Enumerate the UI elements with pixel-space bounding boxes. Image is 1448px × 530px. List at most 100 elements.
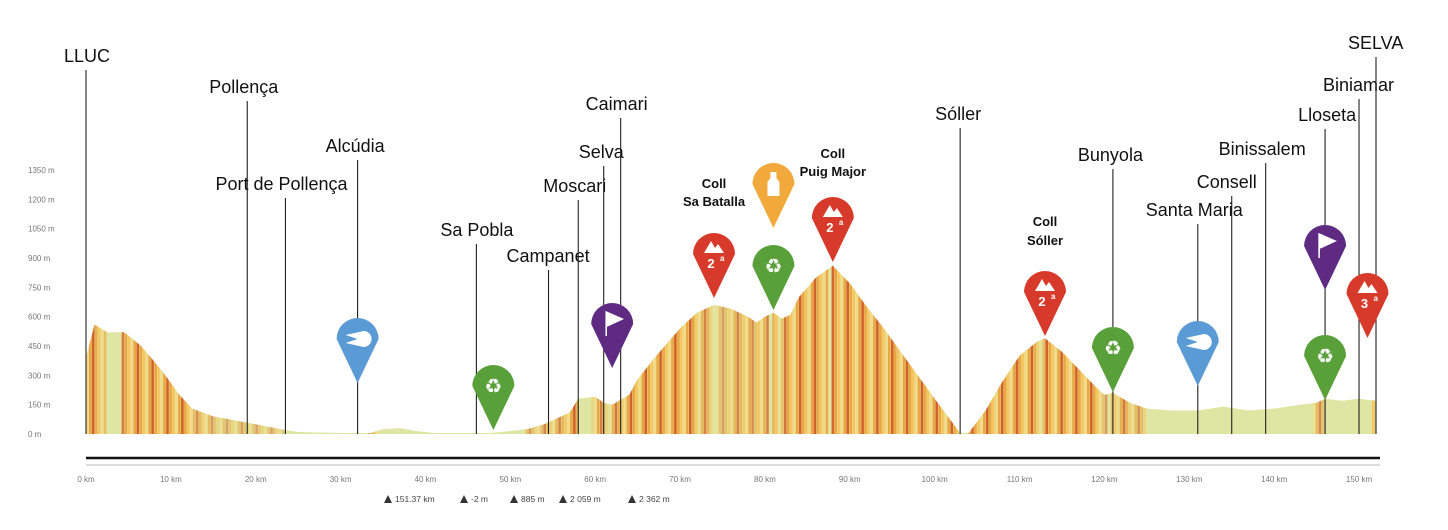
climb-stripe: [282, 265, 285, 434]
marker-pin-flag: [1304, 225, 1347, 290]
x-tick-label: 30 km: [330, 475, 352, 484]
climb-stripe: [858, 265, 861, 434]
climb-stripe: [813, 265, 817, 434]
climb-stripe: [1030, 265, 1034, 434]
climb-stripe: [971, 265, 974, 434]
climb-stripe: [781, 265, 784, 434]
town-labels: LLUC Pollença Port de Pollença Alcúdia Sa Po…: [64, 33, 1403, 434]
pin-shape: [693, 233, 736, 298]
y-axis: 0 m 150 m 300 m 450 m 600 m 750 m 900 m 1050 m 1…: [28, 166, 55, 439]
climb-stripe: [1128, 265, 1132, 434]
climb-stripe: [905, 265, 909, 434]
climb-stripe: [632, 265, 636, 434]
category-number: 2: [1038, 294, 1045, 309]
marker-pin-recycle: ♻: [752, 245, 795, 310]
town-label: Consell: [1197, 172, 1257, 192]
min-alt-icon: [460, 495, 468, 503]
climb-stripe: [1312, 265, 1316, 434]
climb-stripe: [599, 265, 603, 434]
climb-stripe: [558, 265, 561, 434]
y-tick-label: 900 m: [28, 254, 51, 263]
ascent-icon: [559, 495, 567, 503]
climb-stripe: [968, 265, 971, 434]
climb-stripe: [810, 265, 814, 434]
category-number: 2: [826, 220, 833, 235]
climb-stripe: [368, 265, 371, 434]
climb-stripe: [989, 265, 992, 434]
climb-stripe: [216, 265, 220, 434]
climb-stripe: [1090, 265, 1093, 434]
climb-stripe: [893, 265, 897, 434]
climb-stripe: [1015, 265, 1019, 434]
climb-stripe: [219, 265, 223, 434]
climb-stripe: [822, 265, 826, 434]
climb-stripe: [751, 265, 754, 434]
y-tick-label: 150 m: [28, 401, 51, 410]
climb-stripe: [1012, 265, 1016, 434]
town-label: Alcúdia: [326, 136, 386, 156]
climb-stripe: [772, 265, 775, 434]
climb-stripe: [608, 265, 612, 434]
climb-stripe: [531, 265, 535, 434]
town-label: Selva: [579, 142, 625, 162]
climb-stripe: [932, 265, 936, 434]
climb-stripe: [276, 265, 279, 434]
climb-stripe: [807, 265, 811, 434]
x-tick-label: 50 km: [499, 475, 521, 484]
climb-stripe: [929, 265, 933, 434]
descent-icon: [628, 495, 636, 503]
climb-stripe: [703, 265, 707, 434]
category-suffix: a: [720, 254, 725, 263]
climb-stripe: [1098, 265, 1102, 434]
y-tick-label: 750 m: [28, 283, 51, 292]
mountain-icon: [822, 205, 843, 217]
climb-stripe: [97, 265, 101, 434]
stat-ascent: 2 059 m: [570, 494, 601, 504]
climb-stripe: [534, 265, 538, 434]
climb-stripe: [917, 265, 921, 434]
mountain-icon: [1357, 281, 1378, 293]
pin-shape: [472, 365, 515, 430]
climb-stripe: [210, 265, 214, 434]
climb-stripe: [694, 265, 698, 434]
climb-stripe: [944, 265, 947, 434]
climb-stripe: [1101, 265, 1105, 434]
climb-stripe: [1003, 265, 1007, 434]
climb-stripe: [778, 265, 781, 434]
climb-stripe: [727, 265, 731, 434]
climb-stripe: [926, 265, 930, 434]
climb-stripe: [555, 265, 558, 434]
climb-stripe: [680, 265, 683, 434]
climb-stripe: [938, 265, 942, 434]
climb-stripe: [697, 265, 701, 434]
climb-stripe: [1045, 265, 1048, 434]
climb-stripe: [127, 265, 131, 434]
climb-stripe: [1075, 265, 1078, 434]
climb-stripe: [1131, 265, 1135, 434]
x-tick-label: 0 km: [77, 475, 95, 484]
climb-stripe: [192, 265, 196, 434]
y-tick-label: 1050 m: [28, 225, 55, 234]
climb-stripe: [992, 265, 995, 434]
climb-stripe: [94, 265, 98, 434]
climb-stripe: [184, 265, 187, 434]
climb-stripe: [561, 265, 564, 434]
town-label: Caimari: [586, 94, 648, 114]
climb-stripe: [178, 265, 181, 434]
town-label: Sóller: [935, 104, 981, 124]
climb-name-line2: Puig Major: [800, 164, 866, 179]
climb-stripe: [745, 265, 748, 434]
pin-shape: [752, 245, 795, 310]
climb-stripe: [377, 265, 380, 434]
climb-stripe: [757, 265, 760, 434]
climb-stripe: [876, 265, 879, 434]
marker-pin-sprint: [336, 318, 379, 383]
climb-stripe: [635, 265, 639, 434]
town-label: Bunyola: [1078, 145, 1144, 165]
climb-stripe: [626, 265, 630, 434]
climb-stripe: [885, 265, 888, 434]
flag-icon: [605, 310, 625, 336]
climb-stripe: [552, 265, 555, 434]
climb-stripe: [543, 265, 546, 434]
